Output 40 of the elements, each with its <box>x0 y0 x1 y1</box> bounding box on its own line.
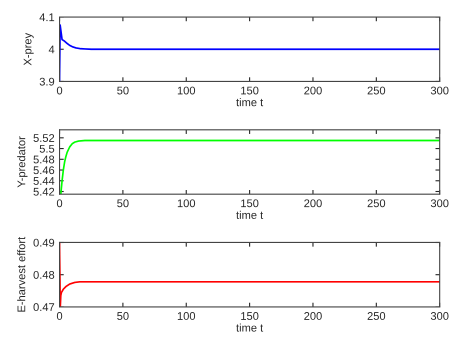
x-tick-label: 150 <box>241 312 258 320</box>
x-tick-label: 100 <box>178 312 196 320</box>
y-tick-label: 4.1 <box>39 13 54 22</box>
x-tick-label: 50 <box>117 199 129 208</box>
x-tick-label: 100 <box>178 86 196 94</box>
x-tick-label: 200 <box>304 86 322 94</box>
y-tick-label: 0.49 <box>33 238 54 247</box>
x-tick-label: 0 <box>56 199 62 208</box>
x-tick-label: 300 <box>430 199 449 208</box>
line-series <box>60 242 440 307</box>
x-tick-label: 50 <box>117 312 129 320</box>
x-tick-label: 100 <box>178 199 196 208</box>
y-tick-label: 0.48 <box>33 270 54 279</box>
y-tick-label: 5.52 <box>34 134 54 142</box>
x-tick-label: 200 <box>304 312 322 320</box>
y-tick-label: 5.5 <box>40 144 54 153</box>
x-tick-label: 250 <box>368 86 386 94</box>
x-tick-label: 150 <box>241 199 258 208</box>
x-tick-label: 300 <box>430 86 449 94</box>
y-tick-label: 3.9 <box>40 78 54 86</box>
y-tick-label: 4 <box>48 46 54 54</box>
y-tick-label: 0.47 <box>33 303 54 312</box>
y-axis-title: Y-predator <box>17 136 28 188</box>
x-tick-label: 250 <box>368 312 386 320</box>
x-tick-label: 250 <box>368 199 386 208</box>
x-tick-label: 300 <box>430 312 449 320</box>
x-tick-label: 200 <box>304 199 322 208</box>
y-tick-label: 5.44 <box>34 177 54 185</box>
y-axis-title: E-harvest effort <box>17 236 26 312</box>
x-axis-title: time t <box>236 324 264 332</box>
x-axis-title: time t <box>236 210 264 219</box>
y-tick-label: 5.46 <box>34 166 54 174</box>
x-tick-label: 0 <box>56 86 62 94</box>
x-tick-label: 50 <box>117 86 129 94</box>
x-axis-title: time t <box>236 98 264 106</box>
y-axis-title: X-prey <box>24 32 34 66</box>
x-tick-label: 150 <box>241 86 258 94</box>
y-tick-label: 5.48 <box>34 156 54 164</box>
y-tick-label: 5.42 <box>34 188 54 196</box>
x-tick-label: 0 <box>56 312 62 320</box>
